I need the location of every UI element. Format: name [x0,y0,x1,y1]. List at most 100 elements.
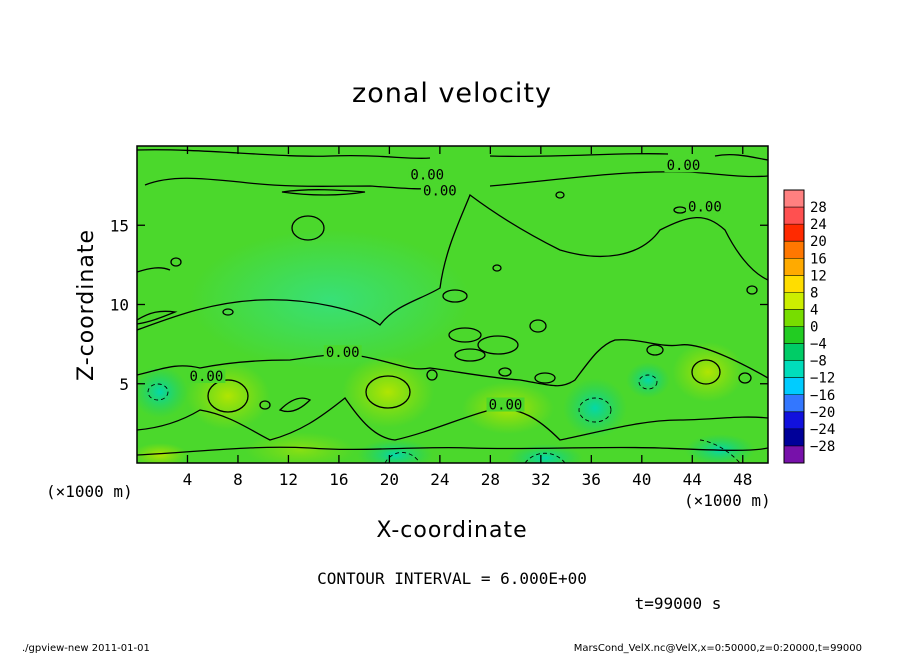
colorbar-segment [784,428,804,447]
contour-small [426,369,438,381]
contour-label: 0.00 [667,158,701,174]
contour-lines [137,149,768,456]
contour-small [534,372,556,384]
colorbar-segment [784,360,804,379]
contour-labels: 0.000.000.000.000.000.000.00 [187,158,724,414]
shade-negative [357,439,433,463]
colorbar-label: 24 [810,217,827,233]
shade-negative [685,434,755,463]
shade-positive [672,342,744,402]
colorbar-segment [784,445,804,464]
contour-negative [384,452,421,463]
y-tick-label: 15 [110,216,129,235]
contour-small [477,335,519,355]
contour-label: 0.00 [190,369,224,385]
contour-zero-main [137,193,768,331]
contour-negative [578,397,612,423]
plot-area: 0.000.000.000.000.000.000.00 [137,146,768,463]
shade-negative [626,362,670,398]
contour-strip [137,267,171,273]
x-tick-label: 32 [531,470,550,489]
y-axis-label: Z-coordinate [74,229,99,381]
contour-strip [137,310,178,325]
footer-right: MarsCond_VelX.nc@VelX,x=0:50000,z=0:2000… [574,643,862,654]
colorbar-label: 12 [810,268,827,284]
x-tick-label: 12 [279,470,298,489]
chart-title: zonal velocity [352,78,552,109]
shade-light [190,230,470,370]
contour-small [646,344,664,356]
contour-lines-negative [147,374,741,463]
colorbar-label: −20 [810,405,835,421]
contour-small [448,327,482,343]
colorbar-segment [784,258,804,276]
contour-label-bg [420,183,459,198]
contour-small [738,372,752,384]
y-tick-label: 10 [110,296,129,315]
contour-label-bg [408,167,447,182]
x-tick-label: 36 [582,470,601,489]
colorbar-label: −24 [810,422,835,438]
contour-zero-bottom [137,446,768,456]
contour-positive [691,359,721,385]
contour-positive [207,379,249,413]
contour-label: 0.00 [423,184,457,200]
footer-left: ./gpview-new 2011-01-01 [22,643,150,654]
colorbar-segment [784,190,804,208]
contour-label-bg [486,397,525,412]
contour-small [222,308,234,316]
contour-interval-text: CONTOUR INTERVAL = 6.000E+00 [317,569,587,588]
y-tick-label: 5 [119,375,129,394]
contour-label-bg [664,158,703,173]
colorbar-label: −28 [810,439,835,455]
x-tick-label: 44 [683,470,702,489]
contour-negative [147,383,169,401]
contour-small [442,289,468,303]
colorbar-segment [784,343,804,362]
x-axis-label: X-coordinate [376,518,527,543]
contour-small [454,348,486,362]
contour-label-bg [685,199,724,214]
contour-strip [278,397,312,413]
colorbar-label: −4 [810,337,827,353]
x-tick-label: 8 [233,470,243,489]
contour-small [259,400,271,410]
x-tick-label: 40 [632,470,651,489]
contour-small [492,264,502,272]
colorbar-segment [784,377,804,396]
contour-zero-lower [137,397,768,441]
colorbar [783,189,805,464]
colorbar-segment [784,326,804,345]
colorbar-segment [784,224,804,242]
contour-label: 0.00 [688,199,722,215]
colorbar-segment [784,394,804,413]
colorbar-label: −12 [810,371,835,387]
colorbar-segment [784,292,804,310]
shade-positive [342,356,434,428]
shade-negative [137,366,188,418]
colorbar-segment [784,411,804,430]
contour-label-bg [187,368,226,383]
contour-zero-upper [144,171,768,190]
contour-small [498,367,512,377]
contour-small [170,257,182,267]
x-axis-unit-left: (×1000 m) [46,482,133,501]
contour-label: 0.00 [410,168,444,184]
contour-zero-middle [137,339,768,387]
colorbar-segment [784,241,804,259]
x-tick-label: 16 [329,470,348,489]
colorbar-label: −16 [810,388,835,404]
colorbar-label: 0 [810,320,818,336]
contour-strip [281,189,366,196]
contour-small [529,319,547,333]
time-text: t=99000 s [635,594,722,613]
colorbar-label: 28 [810,200,827,216]
shade-negative [563,378,627,438]
colorbar-segment [784,207,804,225]
contour-label: 0.00 [326,345,360,361]
x-tick-label: 24 [430,470,449,489]
x-tick-label: 20 [380,470,399,489]
